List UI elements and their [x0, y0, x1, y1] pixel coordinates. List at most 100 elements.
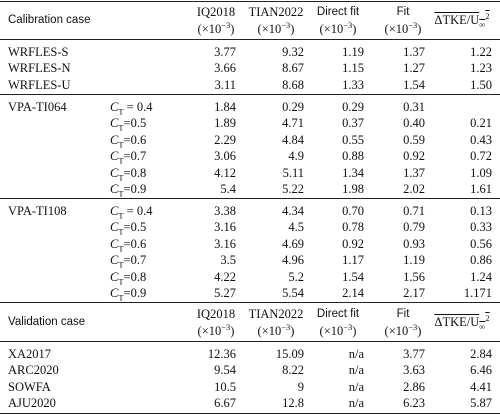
value-cell: 0.43	[470, 132, 492, 147]
value-cell: 3.5	[220, 253, 236, 268]
value-cell: 2.17	[403, 286, 425, 300]
ct-value: =0.5	[123, 116, 147, 131]
unit-text: )	[352, 324, 357, 338]
value-cell: 3.77	[403, 347, 425, 361]
value-cell: 5.54	[282, 286, 304, 300]
ct-symbol: C	[110, 149, 119, 164]
value-cell: 4.34	[282, 204, 304, 218]
value-cell: 4.22	[214, 269, 236, 284]
ct-subscript: T	[118, 188, 124, 199]
value-cell: 0.92	[342, 236, 364, 251]
value-cell: 3.11	[214, 77, 236, 92]
ct-subscript: T	[118, 226, 124, 237]
value-cell: 4.12	[214, 165, 236, 180]
unit-exponent: −3	[221, 321, 231, 332]
ct-label: CT=0.6	[110, 236, 146, 253]
value-cell: 0.72	[470, 149, 492, 164]
unit-exponent: −3	[408, 321, 418, 332]
value-cell: 2.02	[403, 182, 425, 196]
column-header: TIAN2022	[248, 5, 304, 19]
unit-text: )	[230, 324, 235, 338]
unit-text: (×10	[197, 324, 222, 338]
rule	[0, 302, 500, 303]
column-header: TIAN2022	[248, 307, 304, 321]
column-header: Direct fit	[316, 308, 360, 320]
value-cell: 3.06	[214, 149, 236, 164]
value-cell: 2.14	[342, 286, 364, 300]
case-name: XA2017	[8, 347, 52, 361]
ct-value: = 0.4	[123, 204, 153, 218]
value-cell: 8.67	[282, 61, 304, 76]
ct-subscript: T	[118, 172, 124, 183]
ct-subscript: T	[118, 106, 124, 117]
unit-exponent: −3	[343, 19, 353, 30]
unit-text: )	[417, 324, 422, 338]
unit-exponent: −3	[281, 321, 291, 332]
unit-text: )	[290, 324, 295, 338]
value-cell: 0.40	[403, 116, 425, 131]
column-unit: (×10−3)	[166, 21, 266, 37]
ct-label: CT=0.5	[110, 219, 147, 237]
value-cell: 3.66	[214, 61, 236, 76]
value-cell: 1.84	[214, 100, 236, 114]
ct-symbol: C	[110, 182, 119, 196]
value-cell: 4.71	[282, 116, 304, 131]
tke-sup: 2	[485, 10, 490, 21]
unit-exponent: −3	[343, 321, 353, 332]
value-cell: 1.61	[470, 182, 492, 196]
value-cell: 1.34	[342, 165, 364, 180]
unit-text: (×10	[384, 22, 409, 36]
value-cell: 2.84	[470, 347, 492, 361]
value-cell: 4.41	[470, 379, 492, 394]
value-cell: 1.37	[403, 165, 425, 180]
value-cell: 9.54	[214, 363, 236, 378]
unit-exponent: −3	[281, 19, 291, 30]
ct-label: CT=0.7	[110, 148, 147, 165]
ct-label: CT=0.9	[110, 181, 147, 199]
ct-symbol: C	[110, 165, 119, 180]
unit-text: )	[230, 22, 235, 36]
value-cell: 1.24	[470, 269, 492, 284]
tke-label: ΔTKE/U∞2	[434, 314, 489, 331]
value-cell: 1.89	[214, 116, 236, 131]
column-unit: (×10−3)	[288, 21, 388, 37]
value-cell: n/a	[348, 396, 364, 411]
column-header: IQ2018	[196, 5, 236, 19]
value-cell: 1.19	[403, 253, 425, 268]
unit-exponent: −3	[221, 19, 231, 30]
value-cell: 10.5	[214, 379, 236, 394]
ct-subscript: T	[118, 276, 124, 287]
rule	[0, 1, 500, 2]
value-cell: 12.8	[282, 396, 304, 411]
ct-value: =0.7	[123, 149, 147, 164]
column-header: Fit	[396, 6, 410, 18]
unit-text: (×10	[257, 324, 282, 338]
value-cell: 15.09	[275, 347, 304, 361]
ct-value: =0.5	[123, 220, 147, 235]
value-cell: n/a	[348, 363, 364, 378]
tke-main: ΔTKE/U	[434, 315, 480, 329]
value-cell: 1.50	[470, 77, 492, 92]
ct-label: CT=0.8	[110, 165, 146, 183]
value-cell: 1.23	[470, 61, 492, 76]
value-cell: 9.32	[282, 45, 304, 59]
value-cell: 0.79	[403, 220, 425, 235]
ct-value: =0.6	[123, 132, 147, 147]
column-unit: (×10−3)	[353, 323, 453, 339]
rule	[0, 413, 500, 414]
value-cell: 5.27	[214, 286, 236, 300]
value-cell: 1.22	[470, 45, 492, 59]
case-header: Calibration case	[8, 14, 91, 26]
value-cell: 1.98	[342, 182, 364, 196]
value-cell: 1.33	[342, 77, 364, 92]
rule	[0, 198, 500, 199]
ct-label: CT=0.7	[110, 252, 146, 269]
case-name: SOWFA	[8, 379, 51, 394]
value-cell: 0.21	[470, 116, 492, 131]
case-name: WRFLES-N	[8, 61, 71, 76]
ct-label: CT=0.9	[110, 285, 146, 302]
ct-value: =0.9	[123, 182, 147, 196]
value-cell: 4.96	[282, 253, 304, 268]
case-name: WRFLES-U	[8, 77, 71, 92]
value-cell: 3.77	[214, 45, 236, 59]
